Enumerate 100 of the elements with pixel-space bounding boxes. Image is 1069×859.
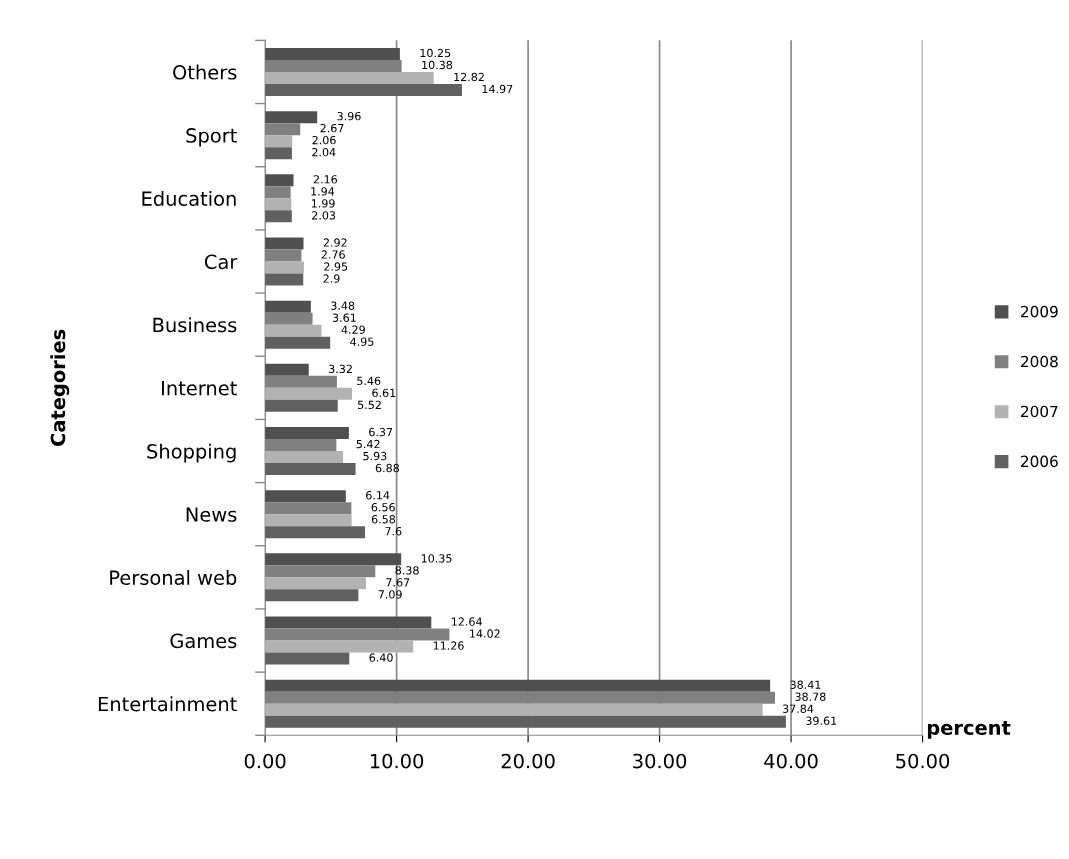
x-tick-label: 30.00 (633, 753, 687, 769)
data-label: 5.52 (357, 400, 381, 410)
bar (265, 577, 366, 590)
data-label: 6.58 (371, 515, 396, 524)
bar (265, 47, 400, 60)
y-tick-label: News (186, 507, 237, 522)
bar (265, 616, 432, 629)
y-tick-label: Games (170, 633, 237, 649)
y-tick-label: Sport (186, 128, 237, 147)
bar (265, 324, 322, 337)
data-label: 39.61 (806, 716, 837, 725)
bar (265, 451, 344, 464)
data-label: 37.84 (782, 704, 814, 713)
bar (265, 300, 311, 313)
bar (265, 336, 331, 349)
x-tick-label: 40.00 (764, 753, 818, 769)
data-label: 38.78 (795, 692, 826, 701)
bar (265, 83, 462, 96)
data-label: 1.94 (311, 187, 335, 196)
bar (265, 174, 294, 187)
data-label: 3.32 (329, 364, 352, 374)
bar (265, 261, 304, 274)
data-label: 2.04 (312, 147, 336, 157)
data-label: 3.61 (332, 313, 356, 322)
y-tick-label: Education (142, 190, 236, 206)
bar (265, 463, 356, 476)
bar (265, 589, 359, 602)
data-label: 6.88 (375, 463, 399, 473)
y-tick-label: Car (204, 254, 238, 270)
legend-label: 2009 (1021, 305, 1058, 318)
bar (265, 198, 292, 211)
bar (265, 135, 293, 148)
y-tick-label: Shopping (147, 443, 236, 463)
bar (265, 490, 346, 503)
legend-label: 2006 (1021, 455, 1058, 468)
data-label: 10.35 (421, 554, 452, 563)
bar (265, 640, 414, 653)
data-label: 6.37 (369, 427, 393, 437)
data-label: 7.67 (386, 578, 410, 587)
y-tick-label: Personal web (110, 569, 237, 586)
legend-label: 2007 (1021, 405, 1058, 418)
data-label: 7.09 (378, 590, 402, 599)
data-label: 12.64 (451, 617, 482, 626)
bar (265, 514, 352, 527)
bar (265, 553, 402, 566)
x-axis-title: percent (927, 721, 1011, 739)
data-label: 2.03 (312, 211, 336, 220)
bar (265, 652, 350, 665)
x-tick-label: 20.00 (501, 753, 555, 769)
data-label: 2.92 (323, 238, 347, 247)
x-tick-label: 0.00 (244, 753, 286, 769)
bar (265, 703, 763, 716)
legend-label: 2008 (1021, 355, 1058, 368)
x-tick-label: 10.00 (370, 753, 424, 769)
data-label: 5.46 (357, 376, 381, 386)
data-label: 4.95 (350, 337, 374, 346)
data-label: 11.26 (433, 641, 464, 650)
bar (265, 715, 786, 728)
bar (265, 111, 318, 124)
data-label: 4.29 (341, 325, 365, 334)
data-label: 10.25 (420, 48, 451, 58)
data-label: 14.02 (470, 629, 500, 638)
data-label: 2.9 (323, 274, 340, 283)
data-label: 6.14 (366, 491, 390, 500)
bar (265, 363, 309, 376)
data-label: 2.06 (312, 135, 336, 145)
data-label: 6.56 (371, 503, 395, 512)
data-label: 2.67 (320, 123, 344, 133)
y-tick-label: Internet (162, 381, 237, 396)
data-label: 6.40 (369, 653, 393, 662)
y-tick-label: Entertainment (98, 696, 237, 712)
bar (265, 679, 771, 692)
bar (265, 71, 434, 84)
data-label: 14.97 (482, 84, 513, 94)
data-label: 3.48 (331, 301, 355, 310)
data-label: 7.6 (385, 527, 402, 536)
bar (265, 399, 338, 412)
y-tick-label: Business (153, 317, 237, 333)
bar (265, 427, 349, 440)
bar (265, 526, 366, 539)
bar (265, 147, 292, 160)
data-label: 6.61 (372, 388, 396, 398)
data-label: 2.76 (321, 250, 345, 259)
data-label: 10.38 (422, 60, 453, 70)
data-label: 2.95 (324, 262, 348, 271)
y-tick-label: Others (173, 64, 237, 80)
bar (265, 237, 304, 250)
data-label: 5.93 (363, 451, 387, 461)
data-label: 3.96 (337, 111, 361, 121)
data-label: 38.41 (790, 680, 821, 689)
bar (265, 273, 304, 286)
data-label: 2.16 (313, 175, 337, 184)
bar (265, 210, 292, 223)
data-label: 12.82 (454, 72, 484, 82)
x-tick-label: 50.00 (896, 753, 950, 769)
data-label: 8.38 (395, 566, 419, 575)
data-label: 1.99 (311, 199, 335, 208)
data-label: 5.42 (356, 439, 380, 449)
bar (265, 387, 353, 400)
y-axis-title: Categories (50, 329, 70, 446)
